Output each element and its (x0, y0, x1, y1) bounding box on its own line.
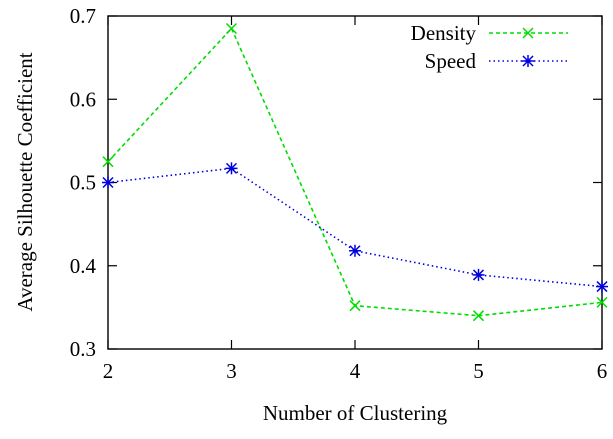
y-axis-label: Average Silhouette Coefficient (13, 52, 37, 311)
axes: 0.3 0.4 0.5 0.6 0.7 2 3 4 5 6 (70, 4, 608, 383)
data-point-speed (472, 268, 485, 281)
y-tick-label: 0.5 (70, 171, 96, 195)
data-point-speed (596, 280, 608, 293)
marker-stroke (596, 296, 608, 308)
legend-marker-density (522, 27, 534, 39)
marker-stroke (102, 156, 114, 168)
data-point-density (225, 22, 238, 35)
data-point-density (102, 156, 114, 168)
series-line-density (107, 27, 603, 317)
series-line-speed (107, 167, 603, 288)
data-point-density (349, 300, 361, 312)
y-tick-label: 0.3 (70, 337, 96, 361)
data-point-speed (225, 162, 238, 175)
series-layer (102, 22, 608, 322)
y-tick-label: 0.6 (70, 87, 96, 111)
legend-marker-speed (522, 55, 534, 67)
marker-stroke (472, 310, 485, 322)
legend-label-density: Density (411, 21, 477, 45)
x-tick-label: 6 (597, 359, 608, 383)
y-tick-label: 0.7 (70, 4, 96, 28)
x-tick-label: 4 (350, 359, 361, 383)
legend: Density Speed (411, 21, 568, 73)
marker-stroke (225, 22, 238, 35)
marker-stroke (349, 300, 361, 312)
marker-stroke (522, 27, 534, 39)
y-tick-label: 0.4 (70, 254, 97, 278)
x-tick-label: 2 (103, 359, 114, 383)
legend-label-speed: Speed (425, 49, 477, 73)
data-point-speed (349, 244, 361, 257)
x-axis-label: Number of Clustering (263, 401, 448, 425)
data-point-density (596, 296, 608, 308)
data-point-speed (102, 176, 114, 189)
data-point-density (472, 310, 485, 322)
x-tick-label: 5 (473, 359, 484, 383)
x-tick-label: 3 (226, 359, 237, 383)
